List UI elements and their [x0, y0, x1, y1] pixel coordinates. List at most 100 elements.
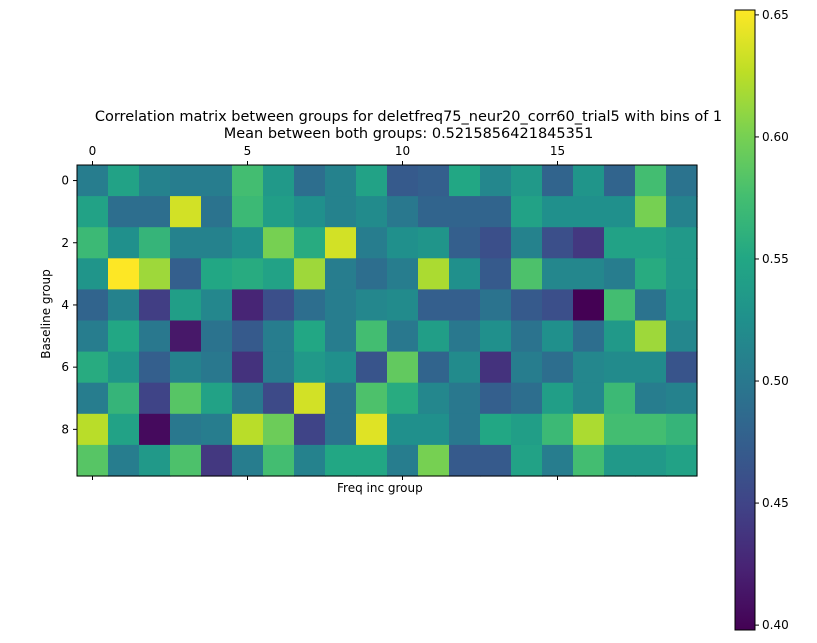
- heatmap-cell: [387, 382, 419, 415]
- heatmap-cell: [573, 320, 605, 353]
- heatmap-cell: [480, 165, 512, 197]
- heatmap-cell: [573, 196, 605, 228]
- heatmap-cell: [201, 258, 233, 290]
- heatmap-cell: [511, 258, 543, 290]
- colorbar-tick-label: 0.40: [762, 618, 789, 632]
- heatmap-cell: [263, 227, 295, 259]
- heatmap-cell: [294, 289, 326, 322]
- heatmap-cell: [449, 227, 481, 259]
- heatmap-cell: [170, 165, 202, 197]
- heatmap-cell: [325, 351, 357, 384]
- colorbar-tick-label: 0.60: [762, 130, 789, 144]
- heatmap-cell: [108, 320, 140, 353]
- heatmap-cell: [635, 196, 667, 228]
- colorbar-ticks: 0.40 0.45 0.50 0.55 0.60 0.65: [755, 8, 789, 632]
- colorbar-frame: [734, 9, 756, 631]
- heatmap-cell: [232, 413, 264, 446]
- heatmap-cell: [666, 165, 698, 197]
- heatmap-cell: [232, 165, 264, 197]
- heatmap-cell: [201, 444, 233, 477]
- heatmap-cell: [635, 351, 667, 384]
- heatmap-cell: [139, 320, 171, 353]
- heatmap-cell: [325, 227, 357, 259]
- colorbar-tick-label: 0.55: [762, 252, 789, 266]
- y-tick-label: 2: [61, 236, 69, 250]
- heatmap-cell: [108, 165, 140, 197]
- y-ticks: 0 2 4 6 8: [61, 174, 77, 436]
- heatmap-cell: [573, 382, 605, 415]
- heatmap-cell: [573, 165, 605, 197]
- heatmap-cell: [139, 196, 171, 228]
- heatmap-cell: [325, 382, 357, 415]
- heatmap-cell: [77, 227, 109, 259]
- heatmap-cell: [108, 196, 140, 228]
- heatmap-cell: [604, 227, 636, 259]
- heatmap-cell: [604, 258, 636, 290]
- heatmap-cell: [449, 289, 481, 322]
- heatmap-cell: [356, 382, 388, 415]
- heatmap-cell: [511, 289, 543, 322]
- heatmap-cell: [666, 227, 698, 259]
- heatmap-cell: [201, 351, 233, 384]
- heatmap-cell: [201, 320, 233, 353]
- heatmap-cell: [542, 289, 574, 322]
- heatmap-cell: [387, 196, 419, 228]
- heatmap-cell: [170, 320, 202, 353]
- heatmap-cell: [635, 320, 667, 353]
- heatmap-cell: [418, 258, 450, 290]
- heatmap-cell: [387, 444, 419, 477]
- heatmap-cell: [573, 413, 605, 446]
- heatmap-cell: [294, 351, 326, 384]
- heatmap-cell: [604, 382, 636, 415]
- heatmap-cell: [139, 382, 171, 415]
- colorbar-tick-label: 0.65: [762, 8, 789, 22]
- heatmap-cell: [170, 382, 202, 415]
- heatmap-cell: [542, 320, 574, 353]
- heatmap-cell: [449, 382, 481, 415]
- heatmap-cell: [77, 320, 109, 353]
- heatmap-cell: [77, 165, 109, 197]
- heatmap-cell: [108, 444, 140, 477]
- heatmap-cell: [604, 196, 636, 228]
- heatmap-cell: [449, 413, 481, 446]
- heatmap-cell: [387, 227, 419, 259]
- heatmap-cell: [666, 382, 698, 415]
- heatmap-cell: [139, 289, 171, 322]
- heatmap-cell: [418, 289, 450, 322]
- heatmap-cell: [635, 165, 667, 197]
- heatmap-cell: [263, 320, 295, 353]
- heatmap-cell: [263, 165, 295, 197]
- heatmap-cell: [139, 227, 171, 259]
- heatmap-cell: [542, 351, 574, 384]
- heatmap-cell: [77, 351, 109, 384]
- heatmap-cell: [387, 320, 419, 353]
- heatmap-cell: [387, 351, 419, 384]
- heatmap-cell: [201, 196, 233, 228]
- heatmap-cell: [666, 444, 698, 477]
- heatmap-cell: [232, 444, 264, 477]
- heatmap-cell: [294, 320, 326, 353]
- heatmap-cell: [635, 289, 667, 322]
- x-tick-label: 5: [244, 144, 252, 158]
- heatmap-cell: [480, 289, 512, 322]
- heatmap-cell: [511, 382, 543, 415]
- heatmap-cell: [542, 382, 574, 415]
- heatmap-cell: [573, 227, 605, 259]
- heatmap-cell: [418, 444, 450, 477]
- heatmap-cell: [418, 165, 450, 197]
- heatmap-cell: [542, 227, 574, 259]
- heatmap-cell: [480, 320, 512, 353]
- heatmap-cell: [263, 196, 295, 228]
- heatmap-cell: [511, 165, 543, 197]
- colorbar-tick-label: 0.50: [762, 374, 789, 388]
- heatmap-cell: [387, 258, 419, 290]
- heatmap-cell: [232, 382, 264, 415]
- heatmap-cell: [387, 413, 419, 446]
- heatmap-cell: [604, 320, 636, 353]
- heatmap-cell: [356, 289, 388, 322]
- heatmap-cell: [666, 351, 698, 384]
- heatmap-cell: [294, 196, 326, 228]
- heatmap-cell: [325, 320, 357, 353]
- heatmap-cell: [418, 227, 450, 259]
